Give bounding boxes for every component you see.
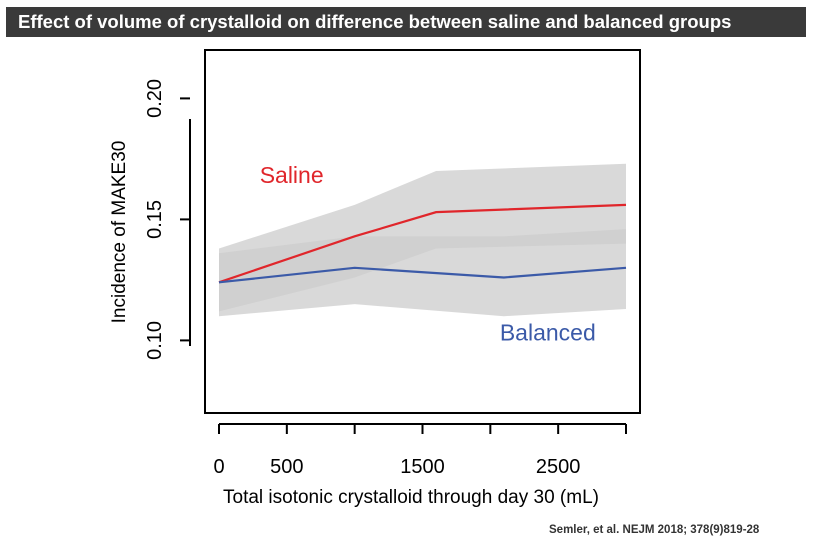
plot-frame: [204, 49, 641, 414]
line-balanced: [218, 266, 627, 284]
slide-title: Effect of volume of crystalloid on diffe…: [6, 7, 806, 37]
y-axis-label: Incidence of MAKE30: [109, 141, 130, 324]
series-lines: [218, 203, 627, 284]
x-tick-label: 500: [270, 456, 303, 478]
y-tick-label: 0.10: [144, 321, 166, 360]
x-tick-label: 2500: [536, 456, 581, 478]
line-saline: [218, 203, 627, 284]
y-tick-label: 0.20: [144, 79, 166, 118]
x-axis-label: Total isotonic crystalloid through day 3…: [223, 487, 599, 508]
x-tick-label: 1500: [400, 456, 445, 478]
y-axis-ticks: 0.10 0.15 0.20: [144, 79, 190, 360]
y-tick-label: 0.15: [144, 200, 166, 239]
annotation-balanced: Balanced: [500, 319, 596, 345]
x-tick-label: 0: [213, 456, 224, 478]
citation-text: Semler, et al. NEJM 2018; 378(9)819-28: [549, 524, 760, 536]
annotation-saline: Saline: [260, 162, 324, 188]
x-axis-ticks: 0 500 1500 2500: [213, 424, 627, 478]
series-annotations: Saline Balanced: [260, 162, 596, 345]
